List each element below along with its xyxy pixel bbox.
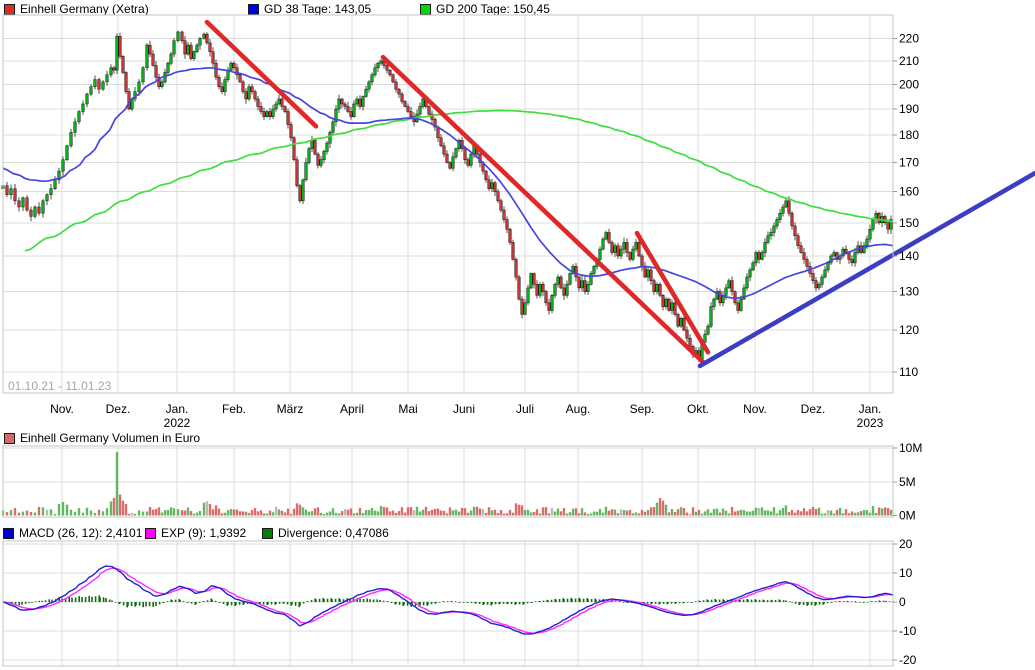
svg-text:150: 150 — [899, 216, 919, 230]
legend-color-swatch-icon — [420, 3, 431, 15]
svg-text:Sep.: Sep. — [630, 402, 655, 416]
svg-text:Nov.: Nov. — [743, 402, 767, 416]
svg-text:2022: 2022 — [164, 416, 191, 430]
svg-text:180: 180 — [899, 128, 919, 142]
svg-text:0: 0 — [899, 595, 906, 609]
svg-text:10: 10 — [899, 566, 913, 580]
legend-label: Einhell Germany (Xetra) — [20, 2, 149, 16]
uptrend-line — [697, 170, 1035, 369]
gd38-line — [2, 66, 894, 300]
macd-line — [2, 565, 894, 635]
svg-text:-20: -20 — [899, 653, 917, 667]
date-range-label: 01.10.21 - 11.01.23 — [8, 379, 112, 393]
svg-text:170: 170 — [899, 156, 919, 170]
svg-text:Nov.: Nov. — [50, 402, 74, 416]
svg-text:120: 120 — [899, 323, 919, 337]
svg-text:130: 130 — [899, 285, 919, 299]
gd200-line — [24, 109, 894, 252]
legend-label: EXP (9): 1,9392 — [161, 526, 247, 540]
price-chart-legend: Einhell Germany (Xetra) GD 38 Tage: 143,0… — [0, 2, 1035, 17]
svg-text:März: März — [277, 402, 304, 416]
price-panel-candles — [1, 30, 893, 362]
svg-text:April: April — [340, 402, 364, 416]
legend-item: GD 38 Tage: 143,05 — [248, 2, 371, 16]
svg-text:Jan.: Jan. — [859, 402, 882, 416]
legend-color-swatch-icon — [145, 527, 156, 539]
downtrend-2-line — [380, 54, 706, 365]
volume-chart-legend: Einhell Germany Volumen in Euro — [0, 431, 1035, 446]
svg-text:Dez.: Dez. — [801, 402, 826, 416]
svg-text:-10: -10 — [899, 624, 917, 638]
macd-chart-legend: MACD (26, 12): 2,4101 EXP (9): 1,9392 Dive… — [0, 526, 1035, 541]
legend-item: GD 200 Tage: 150,45 — [420, 2, 550, 16]
legend-item: MACD (26, 12): 2,4101 — [3, 526, 142, 540]
legend-label: Divergence: 0,47086 — [278, 526, 389, 540]
legend-item: Einhell Germany (Xetra) — [4, 2, 149, 16]
downtrend-3-line — [634, 230, 711, 355]
legend-color-swatch-icon — [4, 432, 15, 444]
legend-label: GD 200 Tage: 150,45 — [436, 2, 550, 16]
downtrend-1-line — [204, 19, 319, 129]
legend-color-swatch-icon — [3, 527, 14, 539]
svg-text:Aug.: Aug. — [566, 402, 591, 416]
legend-item: Divergence: 0,47086 — [262, 526, 389, 540]
panel-borders — [2, 14, 894, 667]
svg-text:Juli: Juli — [516, 402, 534, 416]
legend-color-swatch-icon — [248, 3, 259, 15]
svg-text:5M: 5M — [899, 475, 916, 489]
volume-panel-bars — [1, 452, 893, 516]
svg-text:Okt.: Okt. — [687, 402, 709, 416]
svg-text:190: 190 — [899, 102, 919, 116]
legend-item: Einhell Germany Volumen in Euro — [4, 431, 200, 445]
svg-text:Juni: Juni — [453, 402, 475, 416]
svg-text:Dez.: Dez. — [106, 402, 131, 416]
legend-color-swatch-icon — [262, 527, 273, 539]
svg-text:Jan.: Jan. — [166, 402, 189, 416]
svg-text:160: 160 — [899, 185, 919, 199]
svg-text:20: 20 — [899, 537, 913, 551]
svg-text:Mai: Mai — [398, 402, 417, 416]
svg-text:110: 110 — [899, 365, 918, 379]
svg-text:200: 200 — [899, 77, 919, 91]
svg-text:220: 220 — [899, 31, 919, 45]
svg-text:2023: 2023 — [857, 416, 884, 430]
grid-lines — [3, 15, 893, 666]
macd-panel — [2, 565, 894, 635]
svg-text:0M: 0M — [899, 509, 916, 523]
moving-averages — [2, 66, 894, 300]
trend-lines — [204, 19, 1035, 369]
legend-label: Einhell Germany Volumen in Euro — [20, 431, 201, 445]
legend-label: MACD (26, 12): 2,4101 — [19, 526, 143, 540]
legend-item: EXP (9): 1,9392 — [145, 526, 246, 540]
svg-text:Feb.: Feb. — [222, 402, 246, 416]
legend-color-swatch-icon — [4, 3, 15, 15]
legend-label: GD 38 Tage: 143,05 — [264, 2, 372, 16]
svg-text:140: 140 — [899, 249, 919, 263]
y-axis-labels: 11012013014015016017018019020021022010M5… — [893, 31, 922, 667]
svg-text:210: 210 — [899, 54, 919, 68]
svg-text:10M: 10M — [899, 441, 922, 455]
